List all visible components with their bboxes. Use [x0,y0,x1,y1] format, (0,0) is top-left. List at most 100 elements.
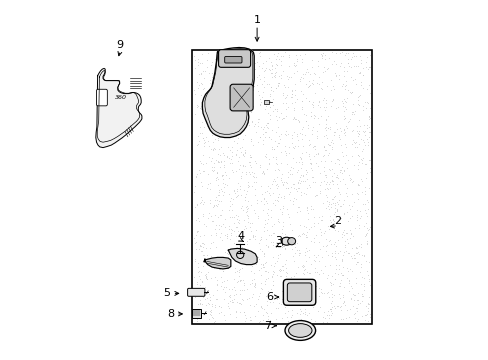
Point [235,77,243,83]
Point [282,113,289,118]
Point [214,120,222,126]
Point [206,240,214,246]
Point [233,192,241,198]
Point [264,232,272,238]
Point [299,172,306,177]
Point [273,199,281,204]
Point [233,106,241,112]
Point [283,234,291,240]
Point [226,233,234,238]
Point [341,105,348,111]
Point [293,169,301,175]
Point [348,101,356,107]
Point [261,106,268,112]
Point [284,292,291,297]
Point [245,260,253,266]
Point [344,120,351,125]
Point [310,113,318,119]
Point [250,122,258,127]
Point [304,125,311,131]
Point [351,280,359,286]
Point [326,287,334,293]
Point [217,114,225,120]
Point [196,242,204,248]
Point [261,67,268,73]
Point [225,236,233,242]
Point [359,72,366,78]
Point [327,253,335,259]
Point [195,300,203,306]
Point [317,80,325,85]
Point [346,253,354,259]
Point [247,280,255,285]
Point [290,299,298,305]
Point [255,96,263,102]
Point [258,249,266,255]
Point [323,224,331,229]
Point [248,118,256,123]
Point [221,117,229,123]
Point [336,316,344,322]
Point [213,170,221,176]
Point [195,273,203,279]
Point [219,268,227,274]
Point [200,231,208,237]
Point [322,243,329,249]
Point [255,117,263,122]
Point [361,132,368,138]
Point [203,171,211,177]
Point [303,312,310,318]
Point [322,290,330,296]
Point [351,305,359,311]
Point [283,206,290,212]
Point [330,276,338,282]
Point [197,92,204,98]
Point [192,319,200,324]
Point [289,274,297,279]
Point [283,92,290,98]
Point [270,146,278,152]
Point [321,192,329,198]
Point [255,49,263,55]
Point [299,143,306,149]
Point [340,300,347,305]
Point [328,200,336,206]
Point [309,112,317,118]
Point [226,198,234,204]
Point [318,243,326,249]
Point [194,104,202,109]
Point [340,211,347,216]
Point [250,123,258,129]
Point [315,121,323,127]
Point [324,252,331,257]
Point [266,262,274,268]
Point [299,125,306,130]
Point [214,183,222,188]
Point [249,179,257,185]
Point [353,217,361,223]
Point [340,284,347,290]
Point [349,311,357,317]
Point [314,214,322,220]
Point [304,294,312,300]
Point [332,256,340,262]
Point [214,187,222,193]
Point [199,111,206,117]
Point [210,319,218,325]
Point [257,280,264,286]
Point [267,215,275,220]
Point [355,225,363,230]
Point [266,84,274,90]
Point [204,215,212,221]
Point [199,201,206,207]
Point [247,220,255,226]
Point [252,74,260,80]
Point [349,139,357,144]
Point [274,295,282,301]
Point [295,185,303,191]
Point [349,256,357,261]
Point [196,105,204,111]
Point [229,276,237,282]
Point [324,203,331,208]
Point [288,144,296,150]
